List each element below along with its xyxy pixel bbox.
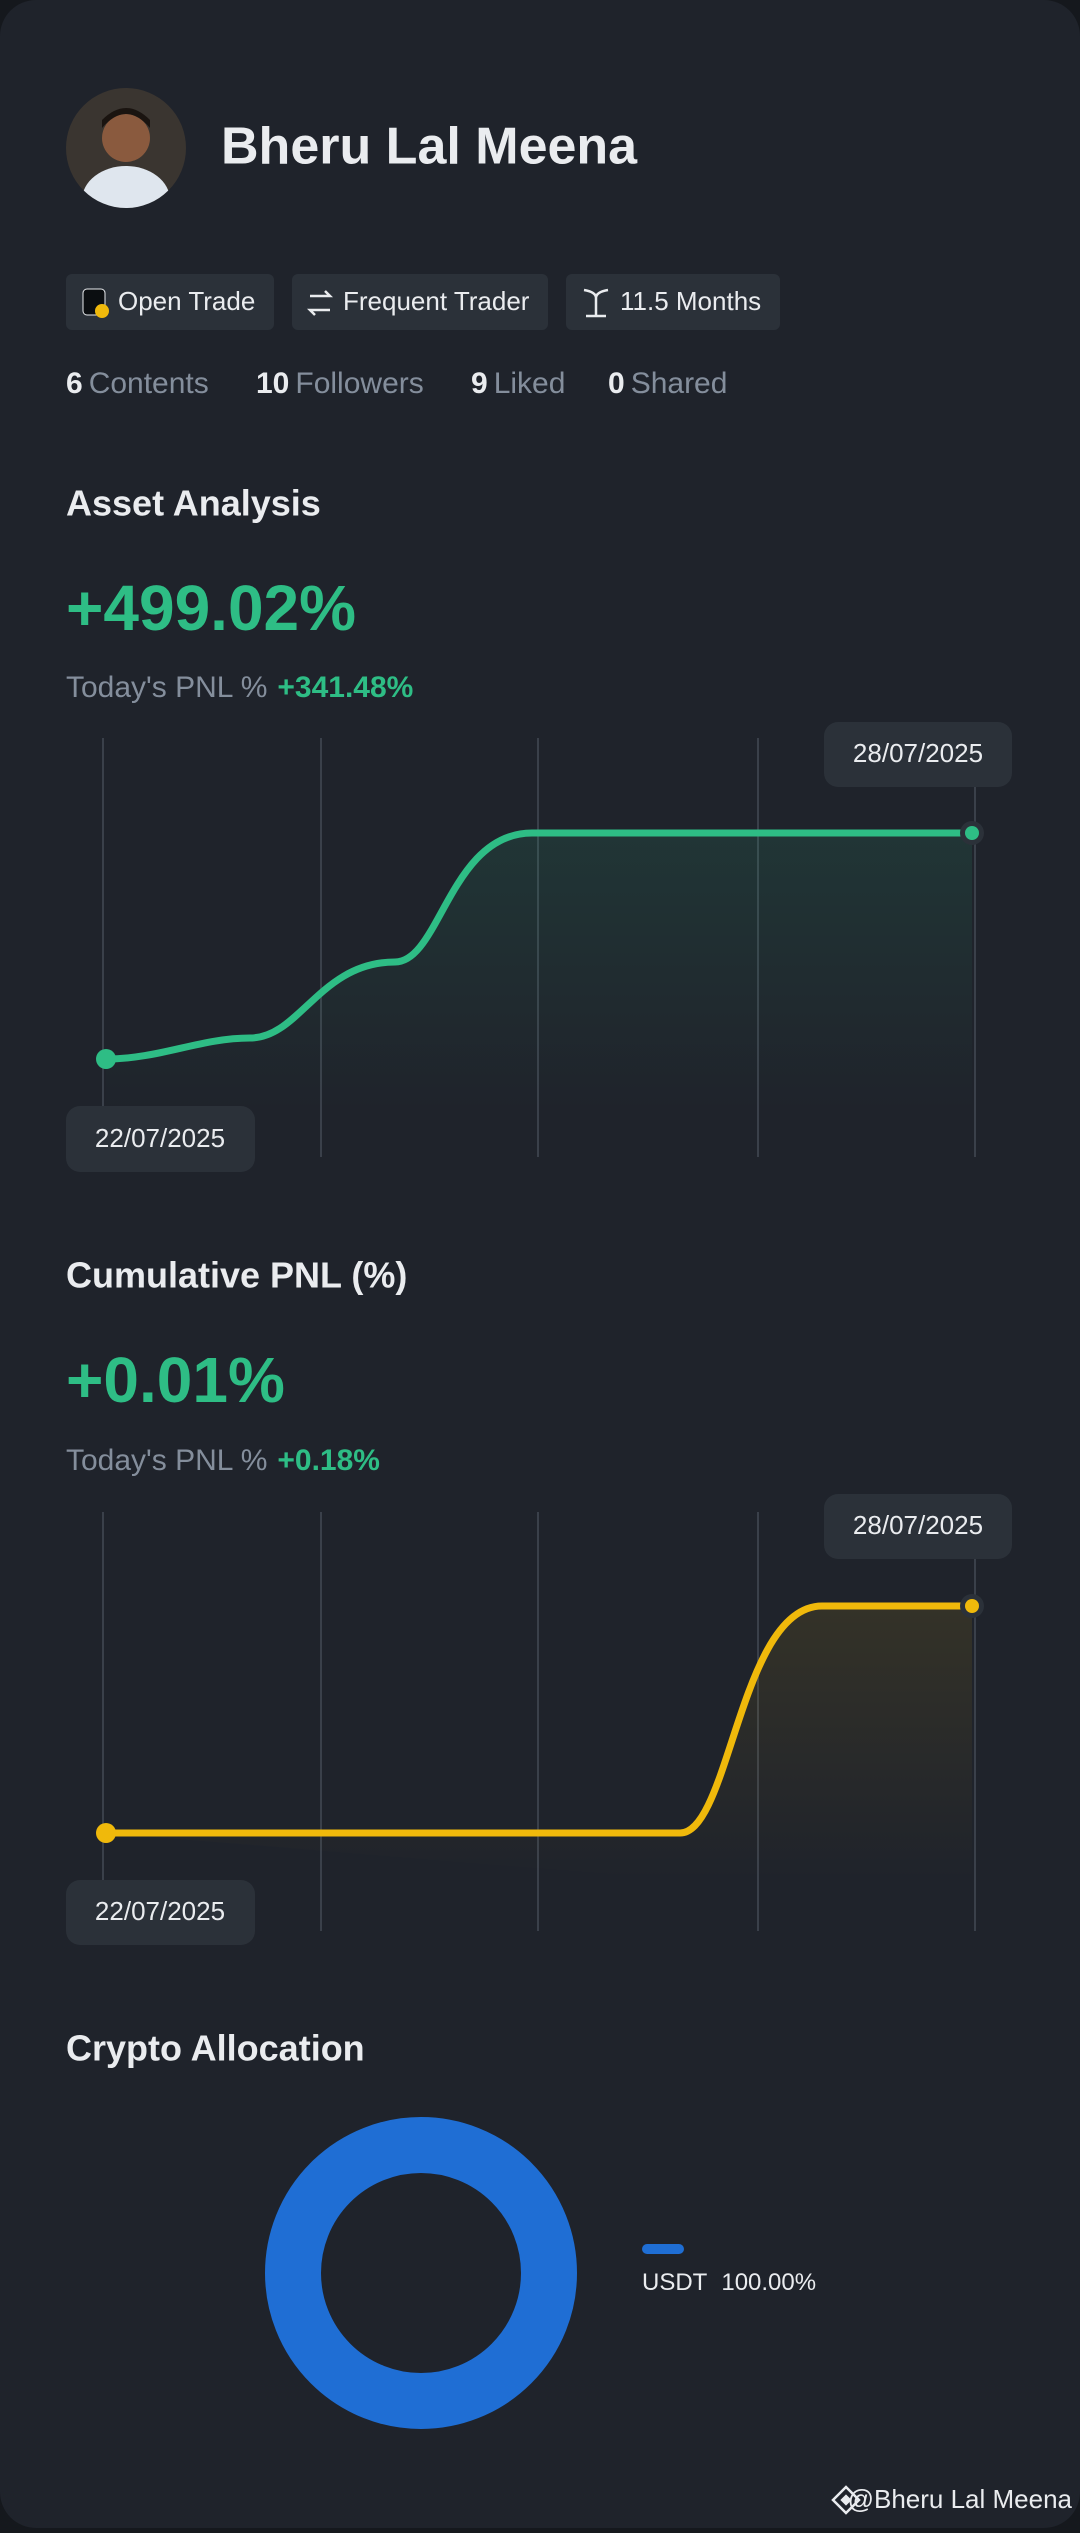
today-pnl: Today's PNL % +341.48% bbox=[66, 671, 413, 704]
area-fill bbox=[106, 833, 972, 1110]
end-date: 28/07/2025 bbox=[853, 1510, 983, 1540]
legend-entry: USDT 100.00% bbox=[642, 2269, 816, 2296]
line bbox=[106, 1602, 972, 1837]
donut-ring bbox=[265, 2117, 577, 2429]
start-date: 22/07/2025 bbox=[95, 1123, 225, 1153]
today-value: +0.18% bbox=[277, 1444, 380, 1477]
today-label: Today's PNL % bbox=[66, 671, 267, 704]
badge: Open Trade bbox=[66, 274, 274, 330]
badge-label: Open Trade bbox=[118, 286, 255, 316]
user-name: Bheru Lal Meena bbox=[221, 118, 638, 176]
tooltip bbox=[66, 1880, 255, 1945]
area-fill bbox=[106, 1606, 972, 1880]
stat-value: 6 bbox=[66, 367, 83, 400]
start-point bbox=[96, 1823, 116, 1843]
today-pnl: Today's PNL % +0.18% bbox=[66, 1444, 380, 1477]
legend-value: 100.00% bbox=[721, 2269, 816, 2296]
stat-label: Contents bbox=[89, 367, 209, 400]
legend-name: USDT bbox=[642, 2269, 708, 2296]
stat-value: 9 bbox=[471, 367, 488, 400]
tooltip bbox=[66, 1106, 255, 1172]
tooltip bbox=[824, 1494, 1012, 1559]
section-title: Cumulative PNL (%) bbox=[66, 1255, 407, 1296]
logo bbox=[831, 2485, 861, 2515]
stat-label: Liked bbox=[494, 367, 566, 400]
badge-label: Frequent Trader bbox=[343, 286, 530, 316]
stats: 6 Contents 10 Followers 9 Liked 0 Shared bbox=[66, 367, 727, 400]
start-point bbox=[96, 1049, 116, 1069]
today-value: +341.48% bbox=[277, 671, 413, 704]
tooltip bbox=[824, 722, 1012, 787]
section-title: Crypto Allocation bbox=[66, 2028, 365, 2069]
headline-value: +499.02% bbox=[66, 572, 356, 644]
avatar[interactable] bbox=[66, 88, 186, 234]
legend-swatch bbox=[642, 2244, 684, 2254]
section-title: Asset Analysis bbox=[66, 483, 321, 524]
stat-label: Followers bbox=[295, 367, 423, 400]
line bbox=[105, 829, 972, 1063]
badge-label: 11.5 Months bbox=[620, 286, 761, 316]
watermark: @Bheru Lal Meena bbox=[848, 2484, 1073, 2514]
start-date: 22/07/2025 bbox=[95, 1896, 225, 1926]
badge: Frequent Trader bbox=[292, 274, 548, 330]
badge: 11.5 Months bbox=[566, 274, 780, 330]
headline-value: +0.01% bbox=[66, 1344, 285, 1416]
end-date: 28/07/2025 bbox=[853, 738, 983, 768]
stat-value: 10 bbox=[256, 367, 289, 400]
stat-value: 0 bbox=[608, 367, 625, 400]
today-label: Today's PNL % bbox=[66, 1444, 267, 1477]
stat-label: Shared bbox=[631, 367, 728, 400]
